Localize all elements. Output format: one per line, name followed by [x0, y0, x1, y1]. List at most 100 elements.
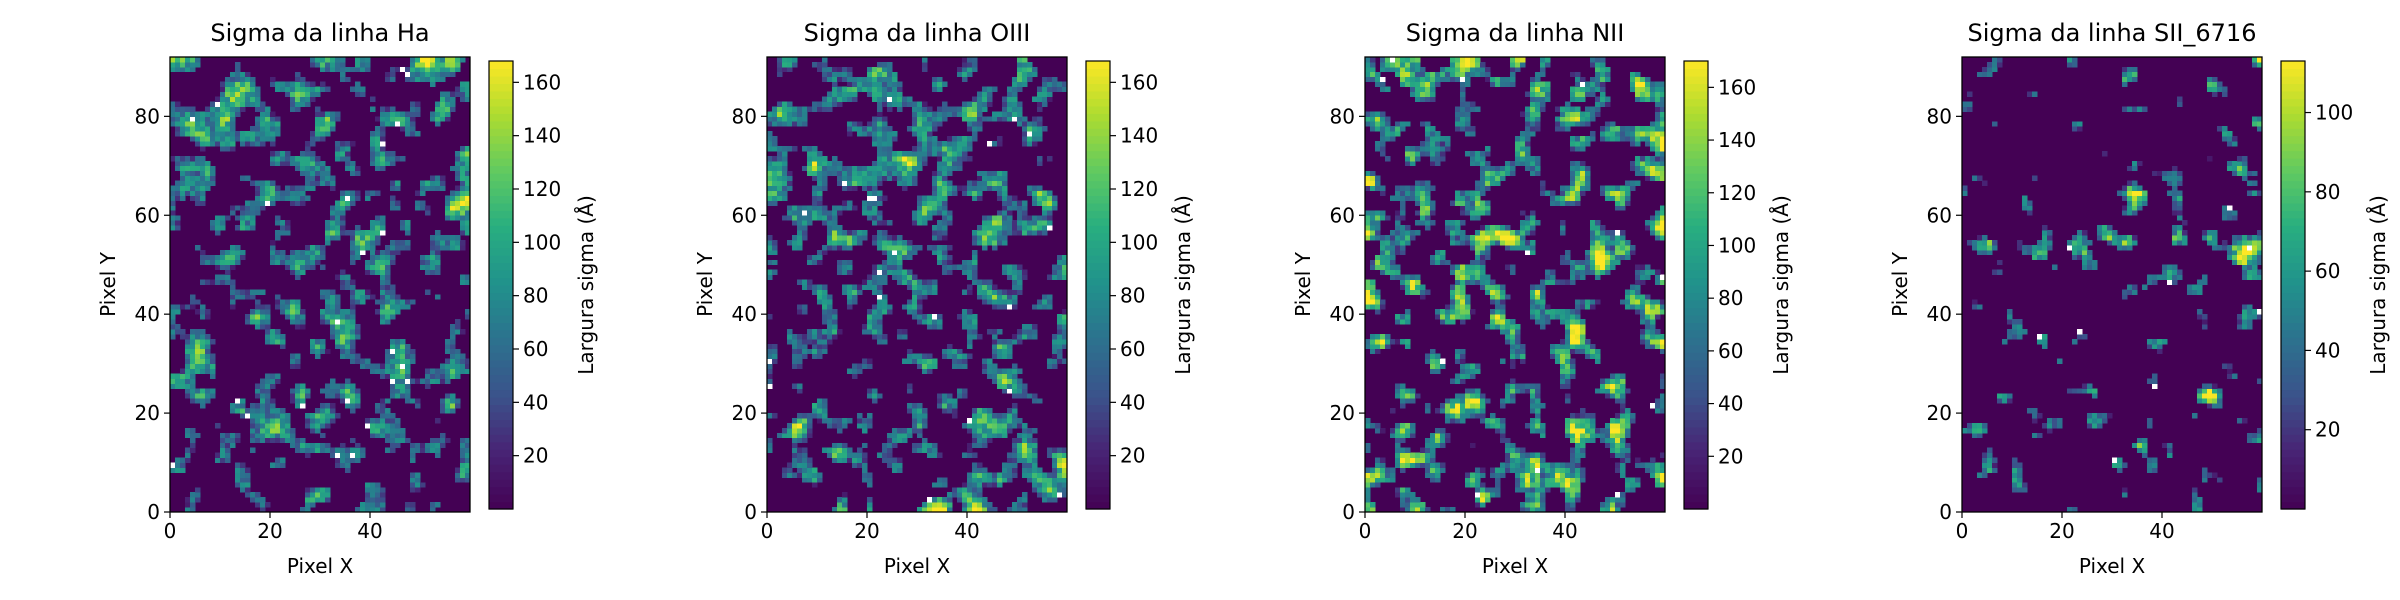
- heatmap-cell: [827, 244, 833, 251]
- heatmap-cell: [817, 180, 823, 186]
- heatmap-cell: [1610, 388, 1616, 394]
- heatmap-cell: [1605, 427, 1611, 434]
- heatmap-cell: [837, 442, 843, 449]
- heatmap-cell: [375, 131, 381, 137]
- heatmap-cell: [847, 368, 853, 374]
- heatmap-cell: [982, 418, 988, 424]
- heatmap-cell: [375, 482, 381, 488]
- heatmap-cell: [1425, 437, 1431, 444]
- heatmap-cell: [195, 393, 201, 399]
- heatmap-cell: [200, 348, 206, 355]
- heatmap-cell: [947, 190, 953, 196]
- heatmap-cell: [1505, 388, 1511, 394]
- heatmap-cell: [300, 319, 306, 325]
- heatmap-cell: [425, 185, 431, 191]
- heatmap-cell: [947, 165, 953, 172]
- heatmap-cell: [455, 175, 461, 182]
- heatmap-cell: [817, 398, 823, 404]
- heatmap-cell: [1615, 442, 1621, 449]
- heatmap-cell: [1007, 106, 1013, 112]
- heatmap-cell: [460, 180, 466, 186]
- heatmap-cell: [987, 141, 993, 147]
- heatmap-cell: [962, 106, 968, 112]
- heatmap-cell: [405, 373, 411, 379]
- heatmap-cell: [205, 175, 211, 182]
- heatmap-cell: [190, 497, 196, 503]
- heatmap-cell: [280, 225, 286, 231]
- heatmap-cell: [1565, 472, 1571, 478]
- heatmap-cell: [380, 304, 386, 310]
- heatmap-cell: [797, 447, 803, 454]
- heatmap-cell: [997, 141, 1003, 147]
- heatmap-cell: [1475, 398, 1481, 404]
- heatmap-cell: [345, 200, 351, 206]
- heatmap-cell: [1052, 457, 1058, 463]
- heatmap-cell: [837, 264, 843, 271]
- heatmap-cell: [450, 210, 456, 216]
- heatmap-cell: [787, 205, 793, 211]
- heatmap-cell: [350, 383, 356, 389]
- heatmap-cell: [395, 388, 401, 394]
- heatmap-cell: [992, 185, 998, 191]
- heatmap-cell: [275, 121, 281, 127]
- heatmap-cell: [290, 388, 296, 394]
- heatmap-cell: [270, 155, 276, 162]
- heatmap-cell: [1022, 215, 1028, 221]
- heatmap-cell: [355, 61, 361, 68]
- heatmap-cell: [912, 170, 918, 177]
- heatmap-cell: [997, 482, 1003, 488]
- heatmap-cell: [225, 121, 231, 127]
- heatmap-cell: [942, 146, 948, 152]
- heatmap-cell: [1650, 462, 1656, 468]
- heatmap-cell: [1655, 462, 1661, 468]
- heatmap-cell: [807, 418, 813, 424]
- heatmap-cell: [967, 329, 973, 335]
- heatmap-cell: [877, 126, 883, 132]
- heatmap-cell: [460, 225, 466, 231]
- heatmap-cell: [917, 165, 923, 172]
- heatmap-cell: [1595, 388, 1601, 394]
- heatmap-cell: [190, 437, 196, 444]
- heatmap-cell: [1545, 472, 1551, 478]
- colorbar-segment: [1086, 150, 1110, 159]
- heatmap-cell: [937, 259, 943, 266]
- heatmap-cell: [310, 422, 316, 429]
- colorbar-segment: [489, 143, 513, 152]
- heatmap-cell: [420, 254, 426, 261]
- heatmap-cell: [1047, 447, 1053, 454]
- heatmap-cell: [852, 126, 858, 132]
- heatmap-cell: [1505, 383, 1511, 389]
- colorbar-segment: [1086, 180, 1110, 189]
- heatmap-cell: [385, 249, 391, 256]
- heatmap-cell: [1062, 81, 1068, 88]
- heatmap-cell: [992, 378, 998, 384]
- heatmap-cell: [842, 170, 848, 177]
- heatmap-cell: [767, 165, 773, 172]
- heatmap-cell: [1047, 210, 1053, 216]
- heatmap-cell: [952, 353, 958, 360]
- heatmap-cell: [947, 244, 953, 251]
- heatmap-cell: [290, 155, 296, 162]
- heatmap-cell: [912, 299, 918, 305]
- heatmap-cell: [1570, 487, 1576, 493]
- heatmap-cell: [1465, 403, 1471, 409]
- heatmap-cell: [907, 304, 913, 310]
- heatmap-cell: [325, 175, 331, 182]
- heatmap-cell: [1385, 467, 1391, 473]
- heatmap-cell: [335, 393, 341, 399]
- heatmap-cell: [460, 329, 466, 335]
- heatmap-cell: [455, 472, 461, 478]
- heatmap-cell: [1012, 81, 1018, 88]
- heatmap-cell: [1535, 422, 1541, 429]
- heatmap-cell: [1615, 432, 1621, 439]
- heatmap-cell: [1007, 220, 1013, 226]
- heatmap-cell: [817, 160, 823, 167]
- heatmap-cell: [1600, 437, 1606, 444]
- heatmap-cell: [1027, 472, 1033, 478]
- heatmap-cell: [390, 338, 396, 345]
- heatmap-cell: [872, 333, 878, 340]
- heatmap-cell: [872, 121, 878, 127]
- heatmap-cell: [330, 180, 336, 186]
- heatmap-cell: [270, 259, 276, 266]
- heatmap-cell: [797, 309, 803, 315]
